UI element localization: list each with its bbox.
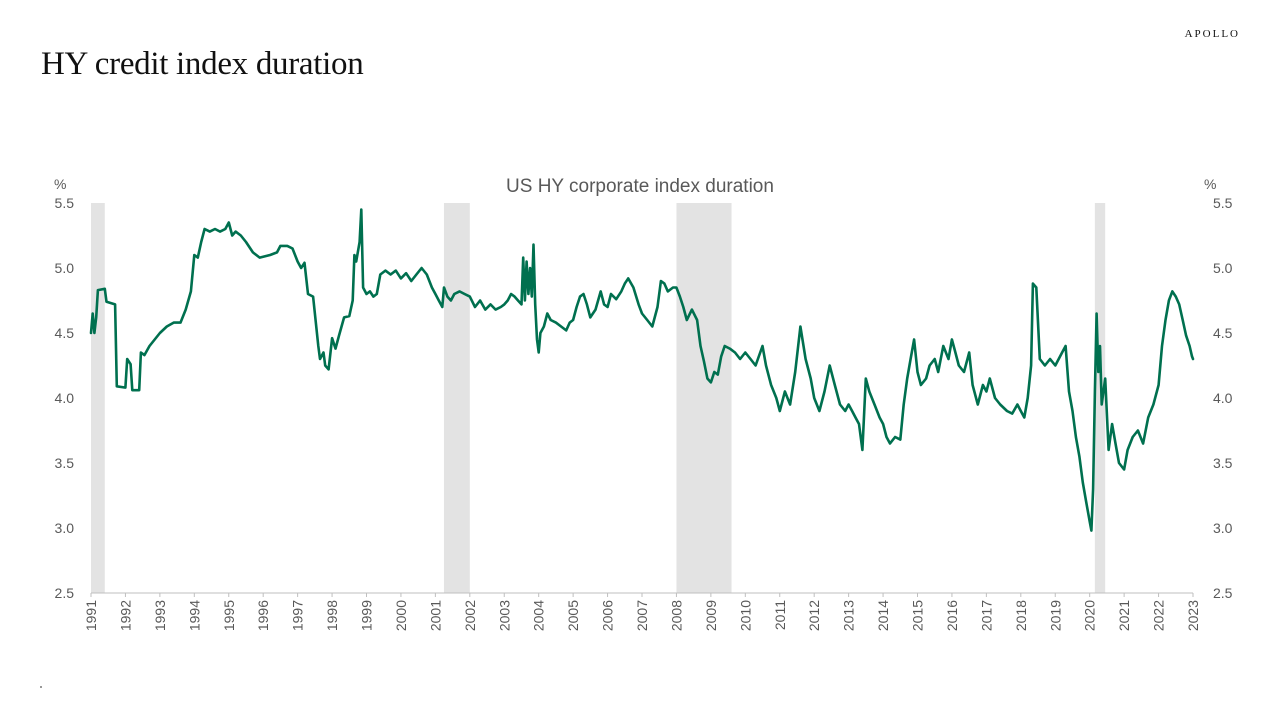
x-tick-label: 2017 (978, 600, 994, 631)
series-line-hy-duration (89, 208, 1195, 532)
x-tick-label: 2008 (668, 600, 684, 631)
x-tick-label: 2020 (1082, 600, 1098, 631)
footnote-mark (40, 686, 42, 688)
recession-band-1 (91, 203, 105, 593)
x-tick-label: 2007 (634, 600, 650, 631)
apollo-logo: APOLLO (1184, 28, 1240, 40)
x-tick-label: 2003 (496, 600, 512, 631)
y-tick-right-label: 2.5 (1213, 585, 1233, 601)
x-tick-label: 2022 (1151, 600, 1167, 631)
y-tick-right-label: 4.5 (1213, 325, 1233, 341)
x-tick-label: 2009 (703, 600, 719, 631)
y-tick-right-label: 4.0 (1213, 390, 1233, 406)
y-tick-right-label: 5.5 (1213, 195, 1233, 211)
x-tick-label: 1993 (152, 600, 168, 631)
x-tick-label: 2005 (565, 600, 581, 631)
x-tick-label: 2021 (1116, 600, 1132, 631)
y-axis-unit-left: % (54, 176, 66, 192)
y-axis-unit-right: % (1204, 176, 1216, 192)
x-tick-label: 1992 (117, 600, 133, 631)
y-tick-right-label: 3.5 (1213, 455, 1233, 471)
recession-band-3 (676, 203, 732, 593)
y-tick-right-label: 5.0 (1213, 260, 1233, 276)
x-tick-label: 2001 (427, 600, 443, 631)
y-tick-left-label: 5.5 (55, 195, 75, 211)
y-tick-left-label: 4.0 (55, 390, 75, 406)
recession-band-2 (443, 203, 470, 593)
x-tick-label: 1998 (324, 600, 340, 631)
x-tick-label: 2018 (1013, 600, 1029, 631)
y-tick-left-label: 3.5 (55, 455, 75, 471)
x-tick-label: 1994 (186, 600, 202, 631)
x-tick-label: 2023 (1185, 600, 1201, 631)
y-tick-right-label: 3.0 (1213, 520, 1233, 536)
slide-title: HY credit index duration (41, 46, 364, 82)
x-tick-label: 2006 (600, 600, 616, 631)
chart-title: US HY corporate index duration (506, 176, 774, 197)
x-tick-label: 1995 (221, 600, 237, 631)
x-tick-label: 1999 (359, 600, 375, 631)
recession-bands (91, 203, 1106, 593)
y-tick-left-label: 5.0 (55, 260, 75, 276)
x-axis: 1991 1992 1993 1994 1995 1996 1997 1998 1999 2000… (83, 593, 1201, 631)
x-tick-label: 2004 (531, 600, 547, 631)
recession-band-4 (1094, 203, 1106, 593)
x-tick-label: 2000 (393, 600, 409, 631)
y-tick-left-label: 2.5 (55, 585, 75, 601)
x-tick-label: 2011 (772, 600, 788, 630)
y-axis-right: 2.5 3.0 3.5 4.0 4.5 5.0 5.5 (1213, 195, 1233, 601)
x-tick-label: 2019 (1047, 600, 1063, 631)
x-tick-label: 2015 (910, 600, 926, 631)
x-tick-label: 2010 (737, 600, 753, 631)
x-tick-label: 2016 (944, 600, 960, 631)
x-tick-label: 1997 (290, 600, 306, 631)
x-tick-label: 1991 (83, 600, 99, 631)
y-tick-left-label: 4.5 (55, 325, 75, 341)
x-tick-label: 2002 (462, 600, 478, 631)
x-tick-label: 2014 (875, 600, 891, 631)
x-tick-label: 2013 (841, 600, 857, 631)
x-tick-label: 2012 (806, 600, 822, 631)
y-tick-left-label: 3.0 (55, 520, 75, 536)
y-axis-left: 2.5 3.0 3.5 4.0 4.5 5.0 5.5 (55, 195, 75, 601)
x-tick-label: 1996 (255, 600, 271, 631)
